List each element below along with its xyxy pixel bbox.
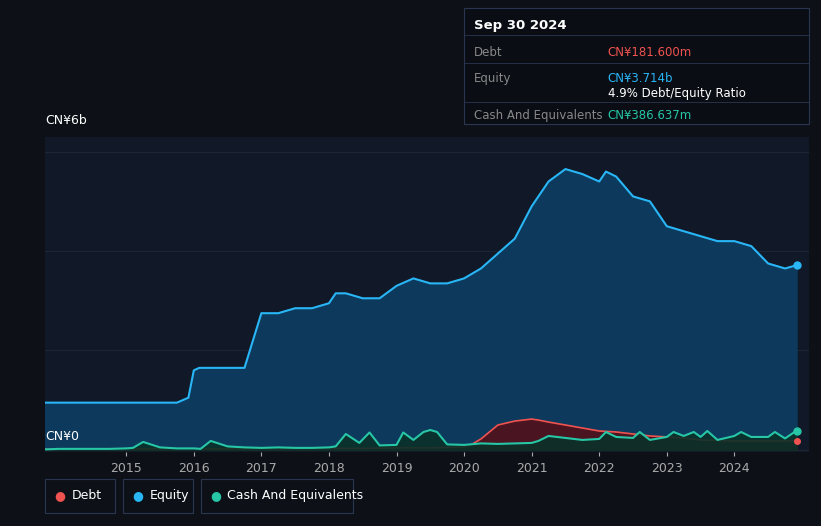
Text: Equity: Equity xyxy=(474,73,511,85)
Text: CN¥3.714b: CN¥3.714b xyxy=(608,73,673,85)
Text: Equity: Equity xyxy=(149,489,189,502)
Text: CN¥0: CN¥0 xyxy=(45,430,79,443)
Text: Debt: Debt xyxy=(71,489,102,502)
Text: ●: ● xyxy=(132,489,144,502)
Text: CN¥181.600m: CN¥181.600m xyxy=(608,46,692,59)
Text: Sep 30 2024: Sep 30 2024 xyxy=(474,19,566,32)
Text: Cash And Equivalents: Cash And Equivalents xyxy=(227,489,364,502)
Text: ●: ● xyxy=(210,489,222,502)
Text: CN¥6b: CN¥6b xyxy=(45,114,87,127)
Text: ●: ● xyxy=(54,489,66,502)
Text: 4.9% Debt/Equity Ratio: 4.9% Debt/Equity Ratio xyxy=(608,87,745,99)
Text: CN¥386.637m: CN¥386.637m xyxy=(608,109,692,122)
Text: Cash And Equivalents: Cash And Equivalents xyxy=(474,109,603,122)
Text: Debt: Debt xyxy=(474,46,502,59)
